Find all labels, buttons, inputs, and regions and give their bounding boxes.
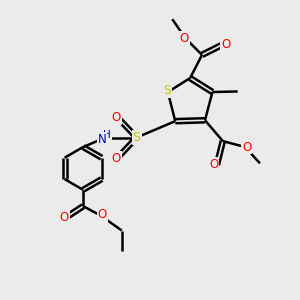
Text: O: O bbox=[242, 140, 251, 154]
Text: O: O bbox=[221, 38, 230, 51]
Text: S: S bbox=[133, 131, 141, 144]
Text: O: O bbox=[98, 208, 107, 221]
Text: O: O bbox=[180, 32, 189, 45]
Text: O: O bbox=[60, 211, 69, 224]
Text: H: H bbox=[103, 130, 111, 140]
Text: O: O bbox=[112, 111, 121, 124]
Text: O: O bbox=[112, 152, 121, 164]
Text: S: S bbox=[163, 84, 171, 97]
Text: O: O bbox=[209, 158, 218, 171]
Text: N: N bbox=[98, 133, 106, 146]
